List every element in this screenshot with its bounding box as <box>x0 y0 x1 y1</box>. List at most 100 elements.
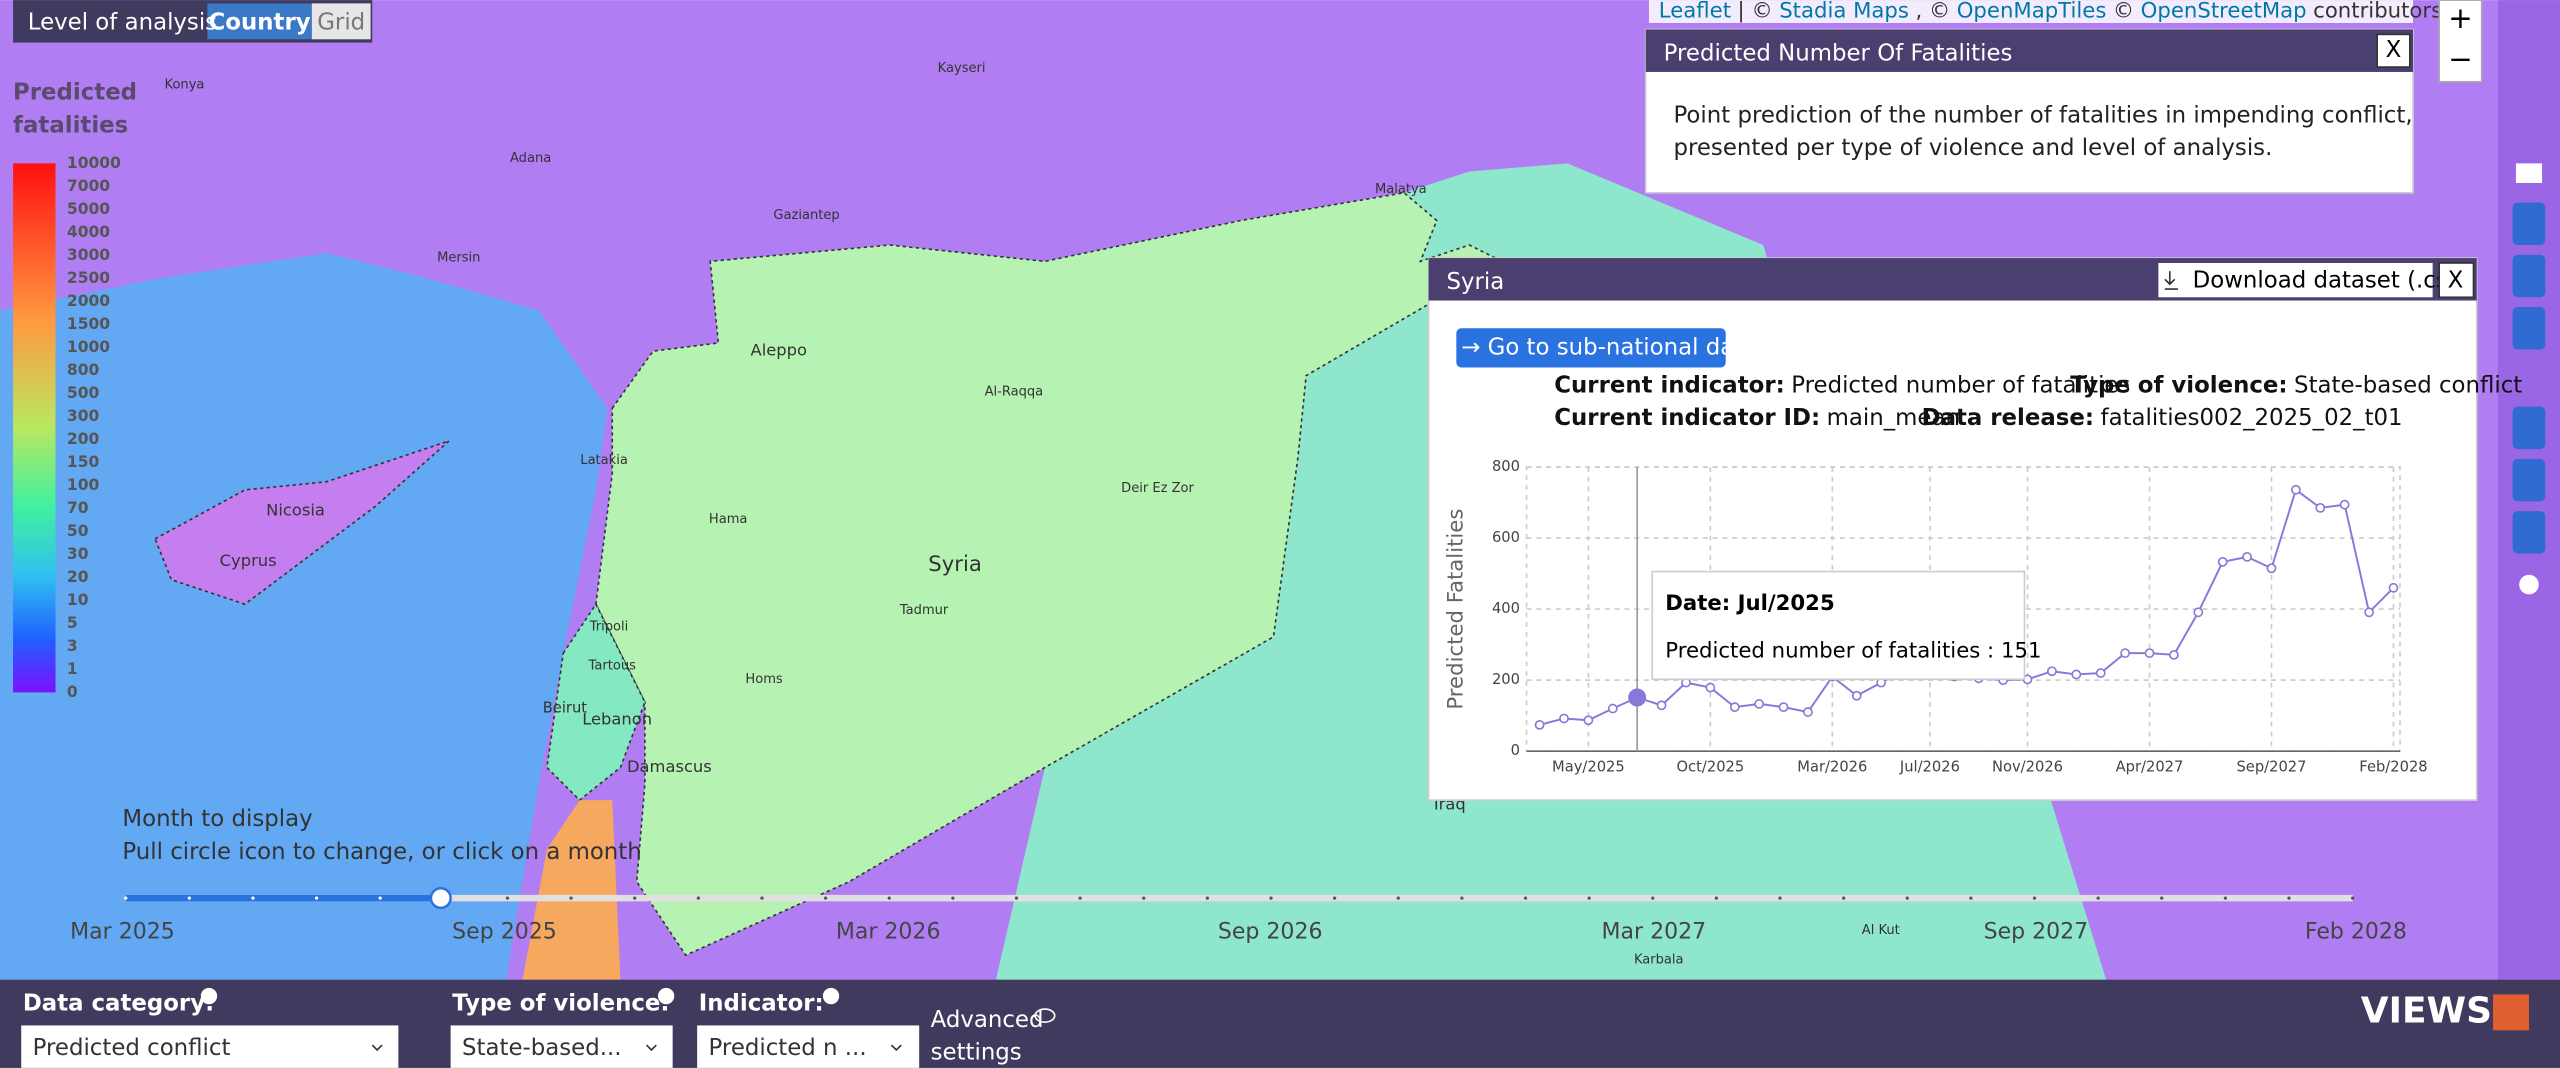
category-select[interactable] <box>21 1025 399 1068</box>
data-point[interactable] <box>1628 688 1647 707</box>
slider-label[interactable]: Sep 2026 <box>1218 919 1323 944</box>
country-option-bg[interactable] <box>207 3 312 40</box>
indicator-select[interactable] <box>697 1025 920 1068</box>
zoom-out[interactable]: − <box>2448 42 2473 76</box>
help-button[interactable] <box>2512 202 2546 246</box>
data-point[interactable] <box>2169 650 2179 660</box>
meta-item: Type of violence: State-based conflict <box>2070 372 2522 398</box>
indicator-value[interactable]: Predicted n ... <box>709 1035 867 1061</box>
subnational-button-bg[interactable] <box>1456 328 1726 368</box>
legend-ticks: 0 1 3 5 10 20 30 50 70 100 150 200 300 500 800 1000 1500… <box>67 154 121 701</box>
map-label: Malatya <box>1375 182 1427 197</box>
sea <box>0 253 608 980</box>
attribution-link[interactable]: Leaflet <box>1659 0 1731 24</box>
download-button[interactable]: Download dataset (.csv) <box>2193 267 2471 293</box>
data-point[interactable] <box>1534 719 1545 730</box>
book-icon[interactable] <box>2515 163 2543 183</box>
advanced-settings[interactable]: settings <box>931 1040 1022 1066</box>
map-label: Hama <box>709 512 748 527</box>
category-value[interactable]: Predicted conflict <box>33 1035 231 1061</box>
slider-knob[interactable] <box>429 887 452 910</box>
data-point[interactable] <box>1607 703 1618 714</box>
eye-icon[interactable] <box>1034 1008 1056 1023</box>
advanced-settings[interactable]: Advanced <box>931 1007 1044 1033</box>
data-point[interactable] <box>2266 563 2277 574</box>
map-label: Kayseri <box>938 61 986 76</box>
slider-label[interactable]: Feb 2028 <box>2305 919 2407 944</box>
legend-tick-label: 1000 <box>67 338 110 356</box>
x-tick-label: Nov/2026 <box>1992 758 2063 775</box>
slider-label[interactable]: Mar 2025 <box>70 919 175 944</box>
legend-tick-label: 500 <box>67 384 100 402</box>
info-icon[interactable] <box>200 987 218 1005</box>
data-point[interactable] <box>2290 484 2301 495</box>
data-point[interactable] <box>1559 713 1569 724</box>
trend-button[interactable] <box>2512 307 2546 350</box>
image-button[interactable] <box>2512 458 2546 502</box>
zoom-in[interactable]: + <box>2448 1 2473 35</box>
info-text: presented per type of violence and level… <box>1673 135 2272 161</box>
info-icon[interactable] <box>657 987 675 1005</box>
cyprus-region[interactable] <box>154 440 450 606</box>
slider-label[interactable]: Sep 2025 <box>452 919 557 944</box>
data-point[interactable] <box>1583 715 1594 726</box>
data-point[interactable] <box>2339 499 2350 510</box>
data-point[interactable] <box>1705 682 1716 693</box>
israel-region[interactable] <box>522 800 621 980</box>
data-point[interactable] <box>2217 556 2228 567</box>
slider-label[interactable]: Mar 2026 <box>836 919 941 944</box>
data-point[interactable] <box>1656 700 1667 711</box>
data-point[interactable] <box>1778 702 1789 713</box>
data-point[interactable] <box>2047 666 2057 677</box>
grid-option[interactable]: Grid <box>317 9 365 35</box>
meta-item: Current indicator ID: main_mean <box>1554 405 1960 431</box>
syria-region[interactable] <box>595 191 1504 957</box>
info-close-bg[interactable] <box>2376 33 2411 68</box>
popup-close[interactable]: X <box>2448 267 2464 293</box>
data-point[interactable] <box>2120 648 2131 659</box>
popup-close-bg[interactable] <box>2438 262 2475 299</box>
data-point[interactable] <box>1803 707 1813 717</box>
data-point[interactable] <box>1851 690 1862 701</box>
slider-dot <box>2287 896 2291 900</box>
violence-value[interactable]: State-based... <box>462 1035 621 1061</box>
drop-icon[interactable] <box>2519 574 2539 595</box>
month-slider[interactable]: Mar 2025 Sep 2025 Mar 2026 Sep 2026 Mar 2027… <box>70 887 2407 944</box>
slider-dot <box>569 896 573 900</box>
data-point[interactable] <box>1754 699 1765 709</box>
map-label: Tadmur <box>899 603 949 618</box>
slider-label[interactable]: Sep 2027 <box>1984 919 2089 944</box>
country-option[interactable]: Country <box>209 9 311 35</box>
lebanon-region[interactable] <box>546 602 646 802</box>
grid-option-bg[interactable] <box>311 3 371 40</box>
legend-tick-label: 50 <box>67 522 89 540</box>
slider-dot <box>378 896 382 900</box>
attribution-link[interactable]: Stadia Maps <box>1779 0 1909 24</box>
tooltip-title: Date: Jul/2025 <box>1665 591 1834 616</box>
data-point[interactable] <box>2388 582 2399 593</box>
ruler-button[interactable] <box>2512 511 2546 554</box>
data-point[interactable] <box>2071 669 2082 680</box>
violence-select[interactable] <box>450 1025 673 1068</box>
legend-title: fatalities <box>13 112 128 138</box>
subnational-button[interactable]: → Go to sub-national data <box>1461 334 1757 360</box>
ai-button[interactable] <box>2512 254 2546 298</box>
info-close[interactable]: X <box>2386 37 2402 63</box>
data-point[interactable] <box>2364 607 2374 618</box>
download-button-bg[interactable] <box>2158 262 2433 298</box>
data-point[interactable] <box>2095 668 2106 678</box>
info-icon[interactable] <box>822 987 840 1005</box>
data-point[interactable] <box>2242 552 2252 562</box>
slider-label[interactable]: Mar 2027 <box>1602 919 1707 944</box>
data-point[interactable] <box>2193 607 2204 618</box>
attribution-link[interactable]: OpenMapTiles <box>1957 0 2107 24</box>
attribution-link[interactable]: OpenStreetMap <box>2141 0 2307 24</box>
meta-item: Current indicator: Predicted number of fa… <box>1554 372 2130 398</box>
data-point[interactable] <box>1729 702 1740 713</box>
line-button[interactable] <box>2512 406 2546 450</box>
data-point[interactable] <box>2315 503 2326 513</box>
data-point[interactable] <box>2144 648 2155 659</box>
slider-dot <box>1205 896 1210 900</box>
meta-label: Data release: <box>1922 405 2094 431</box>
legend-tick-label: 100 <box>67 476 100 494</box>
